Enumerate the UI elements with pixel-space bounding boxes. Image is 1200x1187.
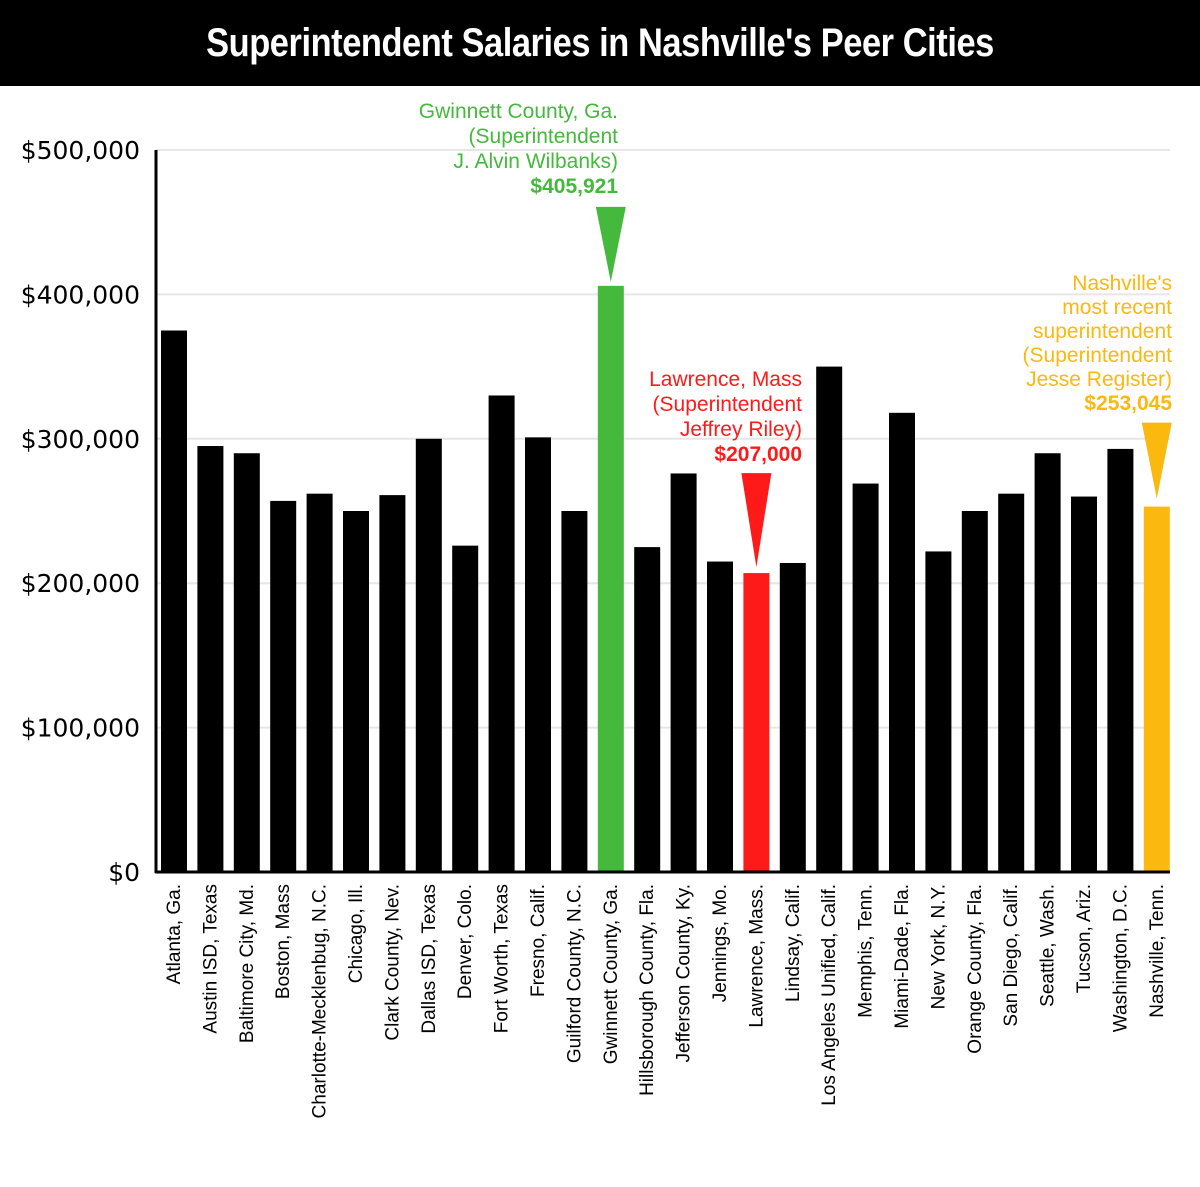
bar [306, 493, 333, 872]
bar [415, 438, 442, 872]
x-tick-label: Atlanta, Ga. [164, 884, 185, 984]
y-tick-label: $300,000 [21, 425, 140, 454]
bar [743, 573, 770, 872]
x-tick-label: Seattle, Wash. [1038, 884, 1059, 1007]
bar [1143, 506, 1170, 872]
x-tick-label: Washington, D.C. [1110, 884, 1131, 1032]
x-tick-label: Boston, Mass [273, 884, 294, 999]
bar [707, 561, 733, 872]
bar [816, 366, 843, 872]
bar [889, 412, 915, 872]
bar-chart: $0 $100,000 $200,000 $300,000 $400,000 $500,0… [21, 100, 1173, 1118]
x-tick-label: Nashville, Tenn. [1147, 884, 1168, 1018]
bar [233, 453, 260, 872]
annotation-value: $405,921 [530, 175, 618, 198]
x-tick-label: Austin ISD, Texas [200, 884, 221, 1034]
bar [634, 547, 661, 872]
bar [161, 330, 187, 872]
x-tick-label: Baltimore City, Md. [237, 884, 258, 1043]
x-tick-label: Miami-Dade, Fla. [892, 884, 913, 1029]
bar [1071, 496, 1097, 872]
bar [379, 495, 406, 872]
bar [197, 446, 224, 872]
x-tick-label: New York, N.Y. [928, 884, 949, 1009]
annotation-label: Lawrence, Mass (Superintendent Jeffrey Ril… [649, 368, 802, 441]
x-tick-label: Dallas ISD, Texas [419, 884, 440, 1034]
x-tick-label: Lawrence, Mass. [746, 884, 767, 1028]
bar [925, 551, 952, 872]
x-tick-label: Fort Worth, Texas [492, 884, 513, 1033]
x-tick-label: Jennings, Mo. [710, 884, 731, 1002]
bar [488, 395, 515, 872]
x-tick-label: Los Angeles Unified, Calif. [819, 884, 840, 1106]
annotation-value: $207,000 [714, 443, 802, 466]
x-tick-label: Charlotte-Mecklenbug, N.C. [310, 884, 331, 1118]
bar [852, 483, 879, 872]
x-tick-label: Hillsborough County, Fla. [637, 884, 658, 1096]
x-tick-label: Clark County, Nev. [382, 884, 403, 1041]
bar [525, 437, 551, 872]
bar [343, 511, 369, 872]
bar [670, 473, 697, 872]
x-tick-label: Jefferson County, Ky. [674, 884, 695, 1062]
annotation-label: Gwinnett County, Ga. (Superintendent J. Al… [419, 100, 618, 173]
annotation-arrow [1141, 422, 1172, 499]
y-tick-label: $100,000 [21, 714, 140, 743]
x-tick-label: Denver, Colo. [455, 884, 476, 999]
bar [597, 285, 624, 872]
y-tick-label: $500,000 [21, 136, 140, 165]
y-tick-label: $200,000 [21, 569, 140, 598]
x-tick-label: Guilford County, N.C. [564, 884, 585, 1063]
chart-title-bar: Superintendent Salaries in Nashville's P… [0, 0, 1200, 86]
bar [1107, 448, 1134, 872]
x-tick-label: Chicago, Ill. [346, 884, 367, 983]
x-tick-label: Lindsay, Calif. [783, 884, 804, 1002]
bar [452, 545, 479, 872]
annotation-label: Nashville's most recent superintendent (Sup… [1023, 272, 1173, 391]
annotation-arrow [595, 206, 626, 282]
bar [779, 562, 806, 872]
bar [998, 493, 1025, 872]
x-tick-label: Gwinnett County, Ga. [601, 884, 622, 1064]
x-tick-label: Tucson, Ariz. [1074, 884, 1095, 993]
annotation-value: $253,045 [1084, 392, 1172, 415]
chart-title: Superintendent Salaries in Nashville's P… [206, 20, 994, 65]
bar [270, 500, 297, 872]
bar [961, 511, 988, 872]
annotation-arrow [741, 473, 772, 568]
bar [1034, 453, 1061, 872]
x-tick-label: Orange County, Fla. [965, 884, 986, 1054]
y-tick-label: $400,000 [21, 280, 140, 309]
x-tick-label: San Diego, Calif. [1001, 884, 1022, 1027]
x-tick-label: Fresno, Calif. [528, 884, 549, 997]
x-tick-label: Memphis, Tenn. [856, 884, 877, 1018]
bar [561, 511, 588, 872]
y-tick-label: $0 [108, 858, 140, 887]
